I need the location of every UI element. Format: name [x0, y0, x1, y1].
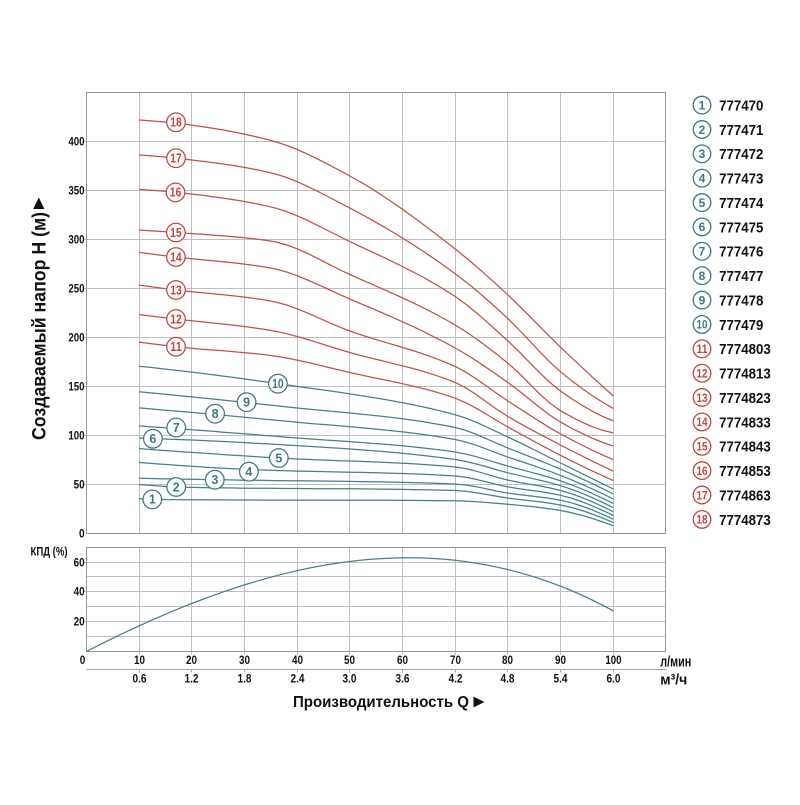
svg-text:18: 18 [170, 116, 182, 130]
svg-text:20: 20 [186, 653, 197, 667]
svg-text:30: 30 [239, 653, 250, 667]
svg-text:40: 40 [292, 653, 303, 667]
svg-text:4: 4 [245, 465, 252, 479]
svg-text:7774843: 7774843 [719, 439, 771, 456]
svg-text:777477: 777477 [719, 268, 763, 285]
svg-text:777479: 777479 [719, 317, 763, 334]
svg-text:5.4: 5.4 [554, 671, 568, 685]
svg-text:15: 15 [697, 440, 708, 454]
svg-text:150: 150 [68, 380, 84, 394]
svg-text:7774833: 7774833 [719, 414, 771, 431]
svg-text:8: 8 [699, 269, 706, 283]
svg-text:17: 17 [170, 152, 182, 166]
svg-text:10: 10 [134, 653, 145, 667]
svg-text:80: 80 [502, 653, 513, 667]
svg-text:2.4: 2.4 [291, 671, 305, 685]
svg-text:6.0: 6.0 [607, 671, 621, 685]
svg-text:70: 70 [450, 653, 461, 667]
svg-text:4.8: 4.8 [501, 671, 515, 685]
svg-text:3: 3 [211, 473, 218, 487]
svg-text:Производительность Q: Производительность Q [293, 694, 469, 711]
svg-text:13: 13 [170, 283, 182, 297]
svg-text:12: 12 [170, 312, 182, 326]
svg-text:0: 0 [79, 527, 85, 541]
svg-text:6: 6 [149, 432, 156, 446]
svg-text:18: 18 [697, 513, 708, 527]
svg-text:17: 17 [697, 488, 708, 502]
svg-text:1.2: 1.2 [185, 671, 199, 685]
svg-text:м³/ч: м³/ч [660, 672, 687, 689]
svg-text:100: 100 [605, 653, 621, 667]
svg-text:250: 250 [68, 282, 84, 296]
svg-text:15: 15 [170, 226, 182, 240]
svg-text:60: 60 [397, 653, 408, 667]
svg-text:3: 3 [699, 147, 706, 161]
svg-text:1: 1 [699, 98, 706, 112]
svg-text:5: 5 [699, 196, 706, 210]
svg-text:777472: 777472 [719, 146, 763, 163]
svg-text:КПД (%): КПД (%) [31, 545, 68, 559]
svg-text:777474: 777474 [719, 195, 764, 212]
svg-text:400: 400 [68, 135, 84, 149]
svg-text:40: 40 [74, 585, 85, 599]
svg-text:10: 10 [697, 318, 708, 332]
svg-text:60: 60 [74, 556, 85, 570]
svg-text:7: 7 [173, 421, 180, 435]
svg-text:1.8: 1.8 [238, 671, 252, 685]
svg-text:777471: 777471 [719, 122, 763, 139]
svg-text:3.0: 3.0 [343, 671, 357, 685]
svg-text:777470: 777470 [719, 98, 763, 115]
svg-text:11: 11 [697, 342, 708, 356]
svg-text:2: 2 [699, 123, 706, 137]
svg-text:5: 5 [275, 451, 282, 465]
svg-text:14: 14 [170, 250, 182, 264]
svg-text:14: 14 [697, 415, 708, 429]
svg-text:7774853: 7774853 [719, 463, 771, 480]
svg-text:7774823: 7774823 [719, 390, 771, 407]
svg-text:100: 100 [68, 429, 84, 443]
svg-text:8: 8 [212, 407, 219, 421]
svg-text:л/мин: л/мин [660, 654, 691, 671]
svg-text:Создаваемый напор Н (м): Создаваемый напор Н (м) [30, 212, 51, 440]
svg-text:7774813: 7774813 [719, 366, 771, 383]
svg-text:300: 300 [68, 233, 84, 247]
svg-text:11: 11 [170, 340, 182, 354]
svg-text:200: 200 [68, 331, 84, 345]
svg-text:7774873: 7774873 [719, 512, 771, 529]
svg-text:9: 9 [243, 396, 250, 410]
svg-text:0: 0 [80, 653, 86, 667]
svg-text:3.6: 3.6 [396, 671, 410, 685]
svg-text:10: 10 [272, 377, 284, 391]
svg-text:777473: 777473 [719, 171, 763, 188]
svg-text:7774803: 7774803 [719, 341, 771, 358]
svg-text:6: 6 [699, 220, 706, 234]
svg-text:12: 12 [697, 367, 708, 381]
svg-text:0.6: 0.6 [133, 671, 147, 685]
svg-text:16: 16 [697, 464, 708, 478]
svg-text:777476: 777476 [719, 244, 763, 261]
svg-text:20: 20 [74, 615, 85, 629]
svg-text:4.2: 4.2 [449, 671, 463, 685]
svg-text:2: 2 [173, 480, 180, 494]
svg-text:4: 4 [699, 172, 706, 186]
svg-text:50: 50 [74, 478, 85, 492]
svg-text:16: 16 [170, 186, 182, 200]
svg-text:13: 13 [697, 391, 708, 405]
svg-text:350: 350 [68, 184, 84, 198]
svg-text:1: 1 [149, 493, 156, 507]
svg-text:50: 50 [344, 653, 355, 667]
svg-text:777478: 777478 [719, 293, 763, 310]
svg-text:777475: 777475 [719, 219, 763, 236]
svg-text:90: 90 [555, 653, 566, 667]
svg-text:9: 9 [699, 293, 706, 307]
svg-text:7774863: 7774863 [719, 487, 771, 504]
svg-text:7: 7 [699, 245, 706, 259]
